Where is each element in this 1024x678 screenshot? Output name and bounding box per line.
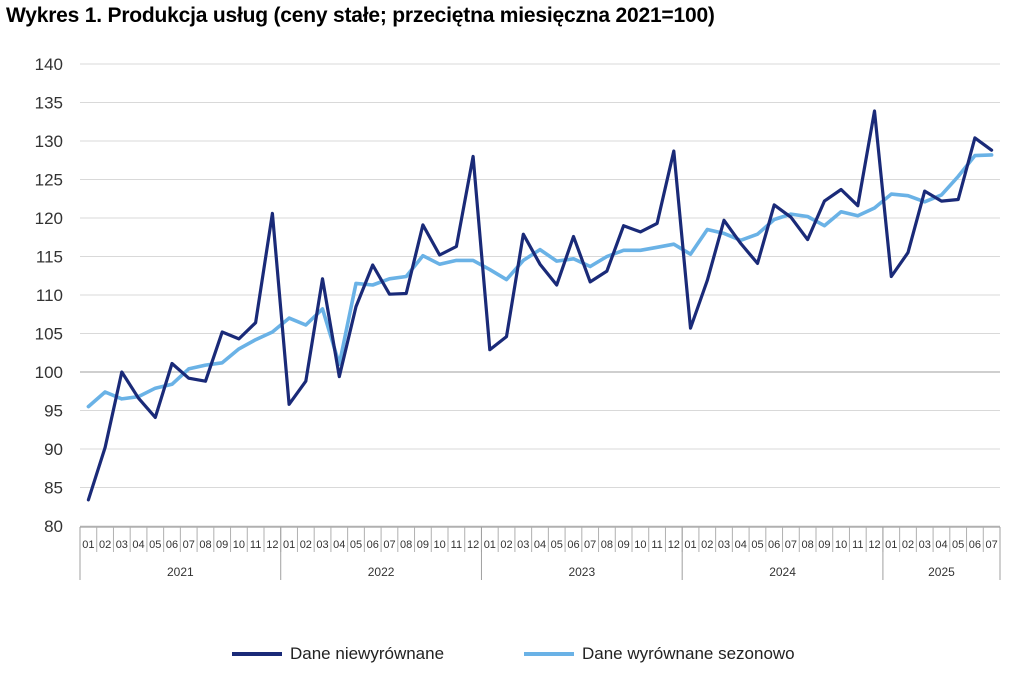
legend-item-seasonal: Dane wyrównane sezonowo [524, 644, 795, 664]
x-month-label: 06 [166, 539, 178, 551]
y-tick-label: 85 [44, 479, 63, 498]
y-tick-label: 80 [44, 517, 63, 536]
y-axis: 80 85 90 95 100 105 110 115 120 125 130 135 140 [35, 55, 63, 536]
y-tick-label: 120 [35, 209, 63, 228]
x-month-label: 03 [718, 539, 730, 551]
legend-line-seasonal [524, 652, 574, 656]
y-tick-label: 110 [36, 286, 63, 305]
x-month-label: 03 [517, 539, 529, 551]
x-month-label: 05 [350, 539, 362, 551]
x-month-label: 05 [149, 539, 161, 551]
x-axis: 01 02 03 04 05 06 07 08 09 10 11 12 01 02 03 04 05 06 07 08… [79, 526, 1001, 580]
x-month-label: 07 [986, 539, 998, 551]
x-month-label: 04 [735, 539, 747, 551]
y-tick-label: 115 [36, 248, 63, 267]
series-line-unadjusted [86, 109, 994, 502]
x-month-label: 11 [852, 539, 863, 551]
x-month-label: 01 [684, 539, 696, 551]
gridlines [80, 63, 1000, 527]
x-month-label: 02 [701, 539, 713, 551]
x-month-label: 03 [316, 539, 328, 551]
x-month-label: 07 [383, 539, 395, 551]
x-month-label: 04 [132, 539, 144, 551]
x-month-label: 04 [333, 539, 345, 551]
series-line-seasonal [86, 153, 994, 409]
x-month-label: 05 [551, 539, 563, 551]
x-month-label: 08 [199, 539, 211, 551]
y-tick-label: 100 [35, 363, 63, 382]
x-month-label: 06 [969, 539, 981, 551]
x-month-label: 09 [216, 539, 228, 551]
x-month-label: 12 [266, 539, 278, 551]
x-month-label: 10 [434, 539, 446, 551]
legend-item-unadjusted: Dane niewyrównane [232, 644, 444, 664]
series-group [86, 109, 994, 502]
x-month-label: 12 [467, 539, 479, 551]
x-month-label: 07 [785, 539, 797, 551]
x-year-label: 2024 [769, 565, 796, 579]
legend-line-unadjusted [232, 652, 282, 656]
y-tick-label: 135 [35, 94, 63, 113]
x-month-label: 02 [902, 539, 914, 551]
x-month-label: 06 [367, 539, 379, 551]
y-tick-label: 105 [35, 325, 63, 344]
x-month-label: 11 [250, 539, 261, 551]
x-year-label: 2025 [928, 565, 955, 579]
x-month-label: 11 [451, 539, 462, 551]
chart-title: Wykres 1. Produkcja usług (ceny stałe; p… [6, 4, 715, 27]
x-month-label: 03 [116, 539, 128, 551]
x-month-label: 01 [885, 539, 897, 551]
x-month-label: 06 [768, 539, 780, 551]
x-month-label: 01 [283, 539, 295, 551]
x-month-label: 04 [534, 539, 546, 551]
x-month-label: 01 [82, 539, 94, 551]
x-year-label: 2023 [568, 565, 595, 579]
y-tick-label: 95 [44, 402, 63, 421]
y-tick-label: 90 [44, 440, 63, 459]
x-month-label: 09 [818, 539, 830, 551]
x-month-label: 02 [99, 539, 111, 551]
y-tick-label: 130 [35, 132, 63, 151]
x-month-label: 07 [183, 539, 195, 551]
x-month-label: 10 [233, 539, 245, 551]
x-month-label: 02 [500, 539, 512, 551]
x-year-label: 2021 [167, 565, 194, 579]
x-month-label: 06 [567, 539, 579, 551]
x-month-label: 07 [584, 539, 596, 551]
legend-label-seasonal: Dane wyrównane sezonowo [582, 644, 795, 663]
x-month-label: 04 [935, 539, 947, 551]
x-month-label: 11 [651, 539, 662, 551]
x-month-label: 02 [300, 539, 312, 551]
x-month-label: 09 [417, 539, 429, 551]
x-month-label: 10 [634, 539, 646, 551]
y-tick-label: 125 [35, 171, 63, 190]
x-month-label: 12 [868, 539, 880, 551]
legend: Dane niewyrównane Dane wyrównane sezonow… [0, 644, 1024, 672]
x-month-label: 03 [919, 539, 931, 551]
x-month-label: 05 [952, 539, 964, 551]
x-year-label: 2022 [368, 565, 395, 579]
y-tick-label: 140 [35, 55, 63, 74]
x-month-label: 08 [802, 539, 814, 551]
x-month-label: 08 [400, 539, 412, 551]
x-month-label: 10 [835, 539, 847, 551]
x-month-label: 09 [618, 539, 630, 551]
x-month-label: 05 [751, 539, 763, 551]
x-month-label: 01 [484, 539, 496, 551]
legend-label-unadjusted: Dane niewyrównane [290, 644, 445, 663]
x-month-label: 08 [601, 539, 613, 551]
x-month-label: 12 [668, 539, 680, 551]
